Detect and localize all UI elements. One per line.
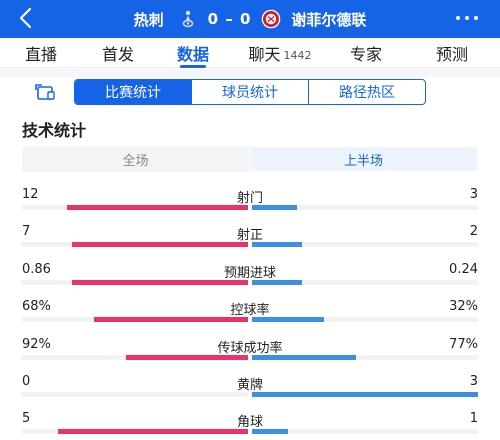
- home-value: 5: [22, 411, 31, 426]
- home-value: 12: [22, 187, 39, 202]
- home-value: 92%: [22, 337, 51, 352]
- seg-heatmap[interactable]: 路径热区: [339, 85, 395, 101]
- tab-label: 首发: [101, 45, 134, 64]
- away-value: 3: [469, 187, 478, 202]
- away-value: 77%: [449, 337, 478, 352]
- tab-label: 专家: [349, 45, 382, 64]
- tab-chat[interactable]: 聊天 1442: [232, 38, 328, 68]
- home-bar-track: [22, 429, 248, 434]
- tab-label: 直播: [24, 45, 57, 64]
- tab-experts[interactable]: 专家: [328, 38, 404, 68]
- stat-row-shots: 12 射门 3: [0, 187, 500, 221]
- home-value: 0: [22, 374, 31, 389]
- away-bar: [252, 205, 297, 210]
- seg-match-stats[interactable]: 比赛统计: [75, 80, 192, 104]
- home-bar-track: [22, 317, 248, 322]
- stat-label: 传球成功率: [217, 341, 283, 356]
- away-bar: [252, 429, 288, 434]
- stat-label: 射正: [236, 228, 263, 243]
- away-value: 2: [469, 224, 478, 239]
- home-bar-track: [22, 355, 248, 360]
- home-bar-track: [22, 280, 248, 285]
- away-bar-track: [252, 392, 478, 397]
- section-divider: [0, 69, 500, 77]
- stat-label: 射门: [236, 191, 263, 206]
- away-value: 32%: [449, 299, 478, 314]
- home-bar-track: [22, 392, 248, 397]
- share-icon[interactable]: [34, 83, 58, 103]
- score: 0 – 0: [207, 10, 252, 28]
- stat-row-shots-on-target: 7 射正 2: [0, 224, 500, 258]
- home-value: 68%: [22, 299, 51, 314]
- match-header: 热刺 0 – 0 谢菲尔德联: [0, 0, 500, 38]
- stat-label: 控球率: [230, 303, 270, 318]
- match-tabs: 直播 首发 数据 聊天 1442 专家 预测: [0, 38, 500, 68]
- more-dots-icon[interactable]: [456, 7, 484, 29]
- away-bar: [252, 317, 324, 322]
- stat-row-yellow-cards: 0 黄牌 3: [0, 374, 500, 408]
- stat-row-pass-accuracy: 92% 传球成功率 77%: [0, 337, 500, 371]
- home-bar-track: [22, 242, 248, 247]
- stats-type-switch: 比赛统计 球员统计 路径热区: [74, 79, 426, 105]
- home-team-name: 热刺: [133, 10, 164, 29]
- match-title: 热刺 0 – 0 谢菲尔德联: [0, 0, 500, 38]
- home-bar: [94, 317, 248, 322]
- away-bar-track: [252, 242, 478, 247]
- home-bar: [72, 280, 248, 285]
- away-bar-track: [252, 205, 478, 210]
- stat-label: 预期进球: [223, 266, 276, 281]
- stat-label: 黄牌: [236, 378, 263, 393]
- away-team-name: 谢菲尔德联: [291, 10, 367, 29]
- stat-label: 角球: [236, 415, 263, 430]
- tab-label: 数据: [176, 45, 209, 64]
- seg-player-stats[interactable]: 球员统计: [192, 80, 309, 104]
- section-title: 技术统计: [22, 121, 87, 140]
- away-bar-track: [252, 317, 478, 322]
- period-switch: 全场 上半场: [22, 146, 478, 172]
- tottenham-crest-icon: [178, 9, 198, 29]
- home-bar: [67, 205, 248, 210]
- tab-label: 预测: [435, 45, 468, 64]
- home-bar: [72, 242, 248, 247]
- back-arrow-icon[interactable]: [14, 5, 38, 31]
- home-value: 7: [22, 224, 31, 239]
- away-bar-track: [252, 280, 478, 285]
- away-bar-track: [252, 429, 478, 434]
- tab-live[interactable]: 直播: [0, 38, 82, 68]
- away-bar: [252, 242, 302, 247]
- home-bar-track: [22, 205, 248, 210]
- home-bar: [126, 355, 248, 360]
- tab-data[interactable]: 数据: [154, 38, 232, 68]
- period-first-half[interactable]: 上半场: [249, 146, 478, 172]
- away-bar: [252, 392, 478, 397]
- period-full-match[interactable]: 全场: [122, 153, 149, 169]
- sheffield-united-crest-icon: [261, 9, 281, 29]
- chat-count: 1442: [283, 48, 312, 62]
- away-value: 3: [469, 374, 478, 389]
- away-value: 0.24: [449, 262, 478, 277]
- home-value: 0.86: [22, 262, 51, 277]
- tab-prediction[interactable]: 预测: [404, 38, 500, 68]
- active-tab-indicator: [180, 65, 206, 68]
- away-bar-track: [252, 355, 478, 360]
- away-bar: [252, 355, 356, 360]
- home-bar: [58, 429, 248, 434]
- away-value: 1: [469, 411, 478, 426]
- away-bar: [252, 280, 302, 285]
- tab-lineup[interactable]: 首发: [82, 38, 154, 68]
- stat-row-xg: 0.86 预期进球 0.24: [0, 262, 500, 296]
- tab-label: 聊天: [248, 45, 281, 64]
- stat-row-possession: 68% 控球率 32%: [0, 299, 500, 333]
- stat-row-corners: 5 角球 1: [0, 411, 500, 440]
